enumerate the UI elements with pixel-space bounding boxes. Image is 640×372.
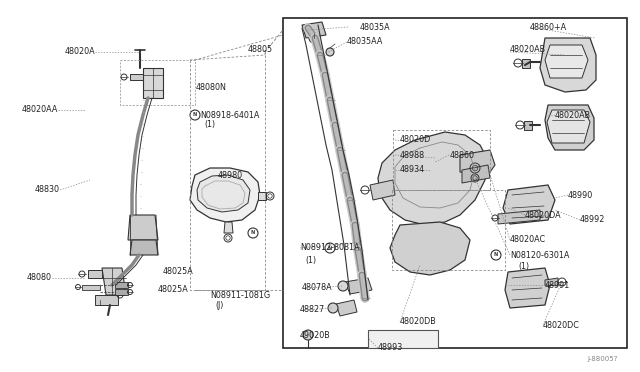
Circle shape [328, 303, 338, 313]
Text: 48035AA: 48035AA [347, 38, 383, 46]
Text: N: N [328, 246, 332, 250]
Polygon shape [224, 222, 233, 233]
Text: 48020A: 48020A [65, 48, 95, 57]
Polygon shape [130, 240, 158, 255]
Bar [283, 18, 627, 348]
Polygon shape [197, 175, 250, 212]
Polygon shape [302, 22, 326, 38]
Circle shape [338, 281, 348, 291]
Polygon shape [524, 121, 532, 130]
Polygon shape [370, 180, 395, 200]
Polygon shape [547, 110, 590, 143]
Text: 48990: 48990 [568, 190, 593, 199]
Polygon shape [498, 210, 540, 224]
Polygon shape [545, 105, 594, 150]
Polygon shape [540, 38, 596, 92]
Bar [368, 330, 438, 348]
Text: N: N [494, 253, 498, 257]
Polygon shape [378, 132, 488, 225]
Text: 48993: 48993 [378, 343, 403, 353]
Polygon shape [95, 295, 118, 305]
Text: (1): (1) [305, 256, 316, 264]
Text: 48020DC: 48020DC [543, 321, 580, 330]
Polygon shape [128, 215, 158, 240]
Text: (1): (1) [204, 121, 215, 129]
Polygon shape [130, 74, 143, 80]
Text: 48992: 48992 [580, 215, 605, 224]
Text: 48020DB: 48020DB [400, 317, 436, 327]
Text: 48827: 48827 [300, 305, 325, 314]
Polygon shape [545, 45, 588, 78]
Polygon shape [345, 278, 372, 294]
Text: 48078A: 48078A [302, 283, 333, 292]
Text: 48830: 48830 [35, 186, 60, 195]
Text: 48020AB: 48020AB [555, 110, 591, 119]
Text: (1): (1) [518, 262, 529, 270]
Polygon shape [88, 270, 102, 278]
Text: (J): (J) [215, 301, 223, 311]
Text: 48991: 48991 [545, 280, 570, 289]
Text: 48860: 48860 [450, 151, 475, 160]
Circle shape [190, 110, 200, 120]
Polygon shape [115, 282, 128, 288]
Text: 48934: 48934 [400, 166, 425, 174]
Circle shape [491, 250, 501, 260]
Text: N08918-6401A: N08918-6401A [200, 110, 259, 119]
Polygon shape [522, 59, 530, 68]
Polygon shape [460, 150, 495, 175]
Text: N08911-1081G: N08911-1081G [210, 291, 270, 299]
Text: N: N [193, 112, 197, 118]
Text: 48080: 48080 [27, 273, 52, 282]
Polygon shape [82, 285, 100, 290]
Text: 48988: 48988 [400, 151, 425, 160]
Text: 48025A: 48025A [158, 285, 189, 295]
Text: N08912-8081A: N08912-8081A [300, 244, 360, 253]
Text: 48020AB: 48020AB [510, 45, 546, 55]
Polygon shape [462, 165, 490, 183]
Polygon shape [190, 168, 260, 222]
Polygon shape [545, 278, 558, 286]
Text: J-88005?: J-88005? [588, 356, 618, 362]
Text: 48980: 48980 [218, 170, 243, 180]
Circle shape [248, 228, 258, 238]
Text: N: N [251, 231, 255, 235]
Text: 48025A: 48025A [163, 267, 194, 276]
Text: 48020DA: 48020DA [525, 211, 562, 219]
Circle shape [309, 33, 319, 43]
Polygon shape [102, 268, 126, 295]
Polygon shape [336, 300, 357, 316]
Polygon shape [258, 192, 266, 200]
Polygon shape [143, 68, 163, 98]
Text: 48020AA: 48020AA [22, 106, 58, 115]
Circle shape [325, 243, 335, 253]
Polygon shape [115, 289, 128, 295]
Polygon shape [505, 268, 550, 308]
Circle shape [326, 48, 334, 56]
Text: 48020AC: 48020AC [510, 235, 546, 244]
Polygon shape [390, 222, 470, 275]
Text: 48080N: 48080N [196, 83, 227, 93]
Polygon shape [503, 185, 555, 224]
Text: 48020D: 48020D [400, 135, 431, 144]
Text: 48805: 48805 [248, 45, 273, 55]
Text: 48035A: 48035A [360, 22, 390, 32]
Circle shape [303, 330, 313, 340]
Text: 49020B: 49020B [300, 331, 331, 340]
Text: N08120-6301A: N08120-6301A [510, 250, 570, 260]
Text: 48860+A: 48860+A [530, 22, 567, 32]
